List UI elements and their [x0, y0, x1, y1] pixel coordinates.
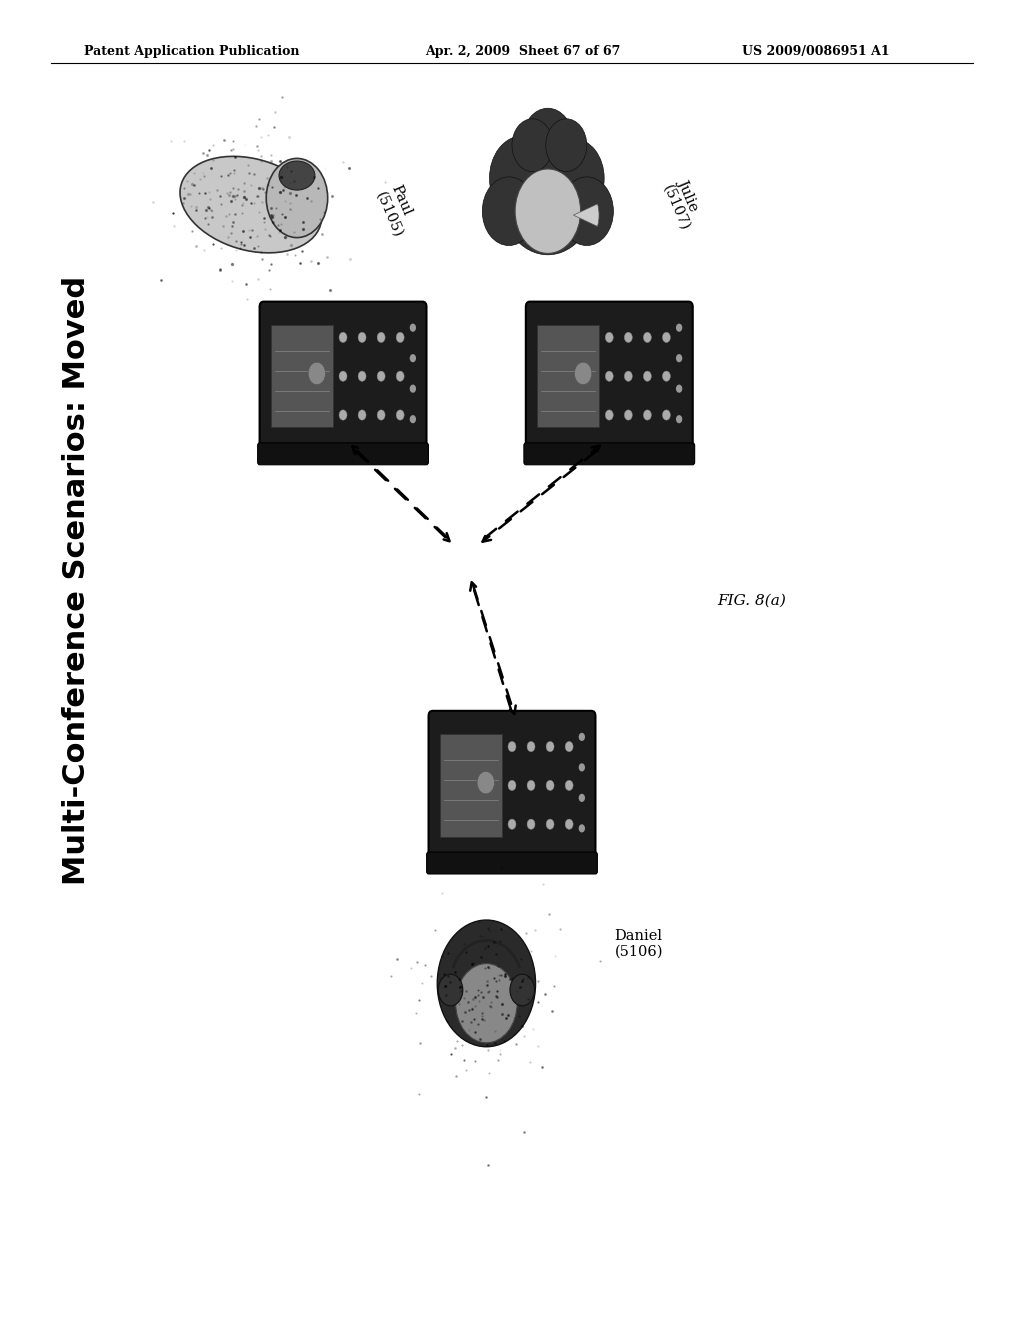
Text: Julie
(5107): Julie (5107) [660, 177, 708, 232]
Circle shape [339, 371, 347, 381]
FancyBboxPatch shape [427, 853, 597, 874]
Circle shape [482, 177, 536, 246]
Circle shape [527, 742, 535, 751]
Circle shape [565, 780, 573, 791]
Text: Multi-Conference Scenarios: Moved: Multi-Conference Scenarios: Moved [62, 276, 91, 886]
Circle shape [489, 136, 555, 220]
Circle shape [410, 384, 416, 393]
Circle shape [308, 362, 326, 384]
Wedge shape [573, 203, 599, 227]
Circle shape [546, 780, 554, 791]
Circle shape [266, 158, 328, 238]
Circle shape [527, 820, 535, 829]
FancyBboxPatch shape [537, 325, 599, 428]
Circle shape [396, 333, 404, 342]
Circle shape [508, 742, 516, 751]
FancyBboxPatch shape [428, 710, 596, 861]
Circle shape [565, 820, 573, 829]
FancyBboxPatch shape [260, 302, 426, 451]
Circle shape [358, 371, 366, 381]
Circle shape [456, 964, 517, 1043]
Circle shape [605, 333, 613, 342]
Text: FIG. 8(a): FIG. 8(a) [717, 594, 785, 607]
Circle shape [410, 354, 416, 362]
Circle shape [676, 354, 682, 362]
Circle shape [579, 763, 585, 771]
Text: Patent Application Publication: Patent Application Publication [84, 45, 299, 58]
Circle shape [527, 780, 535, 791]
Circle shape [643, 371, 651, 381]
Circle shape [546, 820, 554, 829]
Circle shape [339, 411, 347, 420]
Circle shape [339, 333, 347, 342]
Circle shape [565, 742, 573, 751]
Text: US 2009/0086951 A1: US 2009/0086951 A1 [742, 45, 890, 58]
Circle shape [508, 780, 516, 791]
Circle shape [579, 733, 585, 741]
Circle shape [377, 333, 385, 342]
Circle shape [663, 333, 671, 342]
Circle shape [546, 119, 587, 172]
Circle shape [410, 323, 416, 331]
Text: Daniel
(5106): Daniel (5106) [614, 929, 663, 958]
Circle shape [579, 793, 585, 803]
FancyBboxPatch shape [270, 325, 333, 428]
Circle shape [560, 177, 613, 246]
Circle shape [499, 128, 597, 255]
Circle shape [625, 333, 632, 342]
Circle shape [438, 974, 463, 1006]
Circle shape [410, 414, 416, 424]
Text: Paul
(5105): Paul (5105) [374, 183, 421, 239]
Circle shape [396, 371, 404, 381]
Circle shape [508, 820, 516, 829]
Circle shape [676, 384, 682, 393]
Circle shape [579, 824, 585, 833]
Circle shape [663, 371, 671, 381]
Ellipse shape [180, 156, 322, 253]
FancyBboxPatch shape [526, 302, 692, 451]
Circle shape [676, 323, 682, 331]
Circle shape [546, 742, 554, 751]
Circle shape [663, 411, 671, 420]
Circle shape [437, 920, 536, 1047]
Circle shape [676, 414, 682, 424]
Circle shape [605, 371, 613, 381]
Text: Apr. 2, 2009  Sheet 67 of 67: Apr. 2, 2009 Sheet 67 of 67 [425, 45, 621, 58]
Circle shape [643, 411, 651, 420]
Circle shape [510, 974, 535, 1006]
FancyBboxPatch shape [258, 444, 428, 465]
Circle shape [358, 333, 366, 342]
Circle shape [643, 333, 651, 342]
Circle shape [625, 411, 632, 420]
Circle shape [605, 411, 613, 420]
Circle shape [515, 169, 581, 253]
Circle shape [477, 771, 495, 793]
Circle shape [377, 411, 385, 420]
FancyBboxPatch shape [524, 444, 694, 465]
Circle shape [574, 362, 592, 384]
FancyBboxPatch shape [439, 734, 502, 837]
Circle shape [625, 371, 632, 381]
Ellipse shape [279, 161, 315, 190]
Circle shape [543, 139, 604, 218]
Circle shape [377, 371, 385, 381]
Circle shape [512, 119, 553, 172]
Circle shape [396, 411, 404, 420]
Circle shape [522, 108, 573, 174]
Circle shape [358, 411, 366, 420]
